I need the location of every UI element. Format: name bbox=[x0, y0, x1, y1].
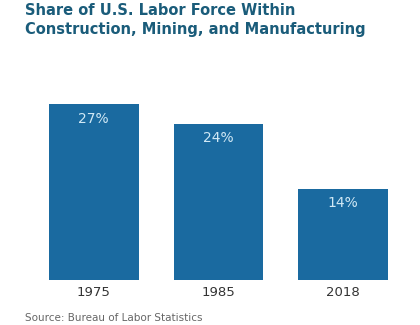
Bar bbox=[173, 124, 263, 280]
Bar bbox=[49, 104, 139, 280]
Bar bbox=[298, 188, 388, 280]
Text: Share of U.S. Labor Force Within
Construction, Mining, and Manufacturing: Share of U.S. Labor Force Within Constru… bbox=[25, 3, 366, 37]
Text: 14%: 14% bbox=[328, 196, 358, 210]
Text: 27%: 27% bbox=[79, 112, 109, 126]
Text: 24%: 24% bbox=[203, 131, 234, 145]
Text: Source: Bureau of Labor Statistics: Source: Bureau of Labor Statistics bbox=[25, 313, 203, 323]
